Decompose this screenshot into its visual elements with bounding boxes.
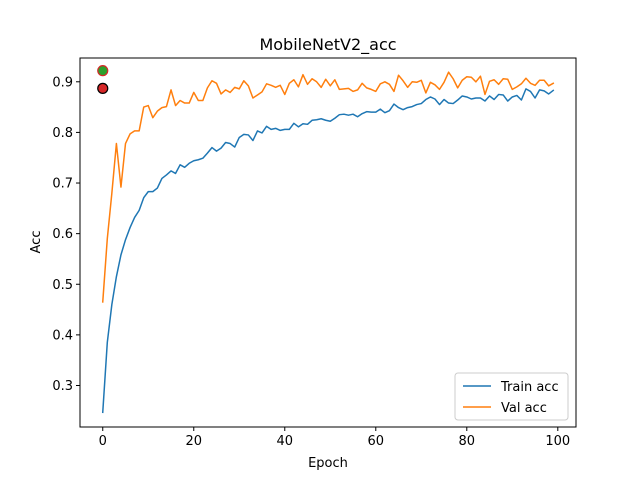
x-tick-label: 80: [459, 434, 476, 449]
y-tick-label: 0.8: [52, 126, 73, 141]
y-axis-label: Acc: [29, 231, 44, 254]
y-tick-label: 0.6: [52, 227, 73, 242]
plot-frame: [79, 57, 577, 428]
series-layer: [101, 71, 555, 414]
y-axis-ticks: 0.3 0.4 0.5 0.6 0.7 0.8 0.9: [52, 75, 80, 394]
x-axis-ticks: 0 20 40 60 80 100: [99, 427, 570, 449]
series-line-train-acc: [101, 88, 555, 414]
x-tick-label: 60: [368, 434, 385, 449]
marker-point-0: [97, 65, 109, 77]
x-tick-label: 100: [545, 434, 570, 449]
marker-layer: [97, 65, 109, 94]
x-tick-label: 20: [185, 434, 202, 449]
marker-point-1: [97, 82, 109, 94]
legend-box: [454, 372, 569, 421]
x-tick-label: 0: [99, 434, 107, 449]
y-tick-label: 0.9: [52, 75, 73, 90]
chart-title: MobileNetV2_acc: [259, 35, 396, 55]
legend-label-val: Val acc: [501, 401, 547, 416]
y-tick-label: 0.5: [52, 278, 73, 293]
y-tick-label: 0.3: [52, 379, 73, 394]
series-line-val-acc: [101, 71, 555, 303]
plot-area: [80, 58, 576, 427]
x-tick-label: 40: [276, 434, 293, 449]
y-tick-label: 0.4: [52, 328, 73, 343]
x-axis-label: Epoch: [308, 456, 348, 471]
legend: Train acc Val acc: [454, 372, 569, 421]
y-tick-label: 0.7: [52, 177, 73, 192]
legend-label-train: Train acc: [500, 380, 559, 395]
